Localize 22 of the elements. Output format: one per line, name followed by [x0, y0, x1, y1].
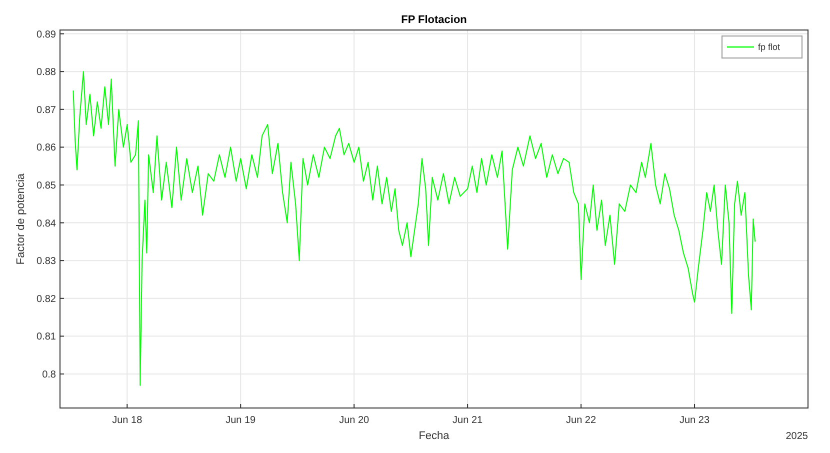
x-tick-label: Jun 18	[112, 415, 143, 426]
y-tick-label: 0.81	[36, 332, 56, 343]
chart-title: FP Flotacion	[401, 14, 468, 26]
y-tick-label: 0.88	[36, 67, 56, 78]
x-tick-label: Jun 19	[226, 415, 256, 426]
x-axis-title: Fecha	[418, 430, 450, 442]
line-series	[72, 71, 756, 386]
y-tick-label: 0.84	[36, 218, 56, 230]
y-tick-label: 0.89	[36, 29, 56, 40]
x-tick-label: Jun 20	[339, 415, 370, 426]
y-tick-label: 0.8	[42, 369, 56, 380]
x-tick-label: Jun 21	[452, 415, 484, 426]
y-tick-label: 0.83	[36, 256, 56, 268]
x-tick-label: Jun 23	[680, 415, 710, 426]
y-tick-label: 0.87	[36, 104, 56, 116]
y-axis-title: Factor de potencia	[15, 172, 27, 265]
y-tick-label: 0.82	[36, 294, 56, 305]
text: 2025	[786, 431, 808, 442]
legend-label: fp flot	[758, 42, 781, 52]
y-tick-label: 0.85	[36, 180, 56, 192]
y-tick-label: 0.86	[36, 142, 56, 154]
x-tick-label: Jun 22	[566, 415, 596, 426]
